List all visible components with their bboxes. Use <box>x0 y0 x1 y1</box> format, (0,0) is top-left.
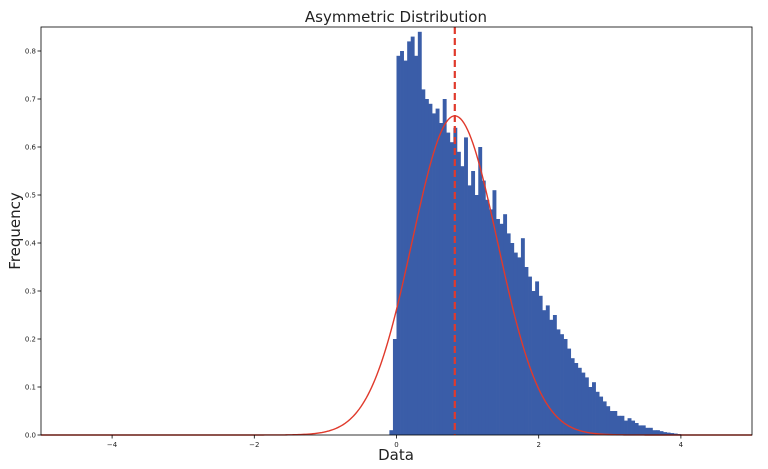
histogram-bar <box>638 425 643 435</box>
histogram-bar <box>552 315 557 435</box>
histogram-bar <box>392 339 397 435</box>
histogram-bar <box>616 415 621 435</box>
histogram-bar <box>641 425 646 435</box>
histogram-bar <box>524 267 529 435</box>
histogram-bar <box>446 132 451 435</box>
histogram-bar <box>666 432 671 435</box>
y-tick-label: 0.7 <box>25 96 36 104</box>
y-tick-label: 0.4 <box>25 240 37 248</box>
histogram-bar <box>428 103 433 436</box>
histogram-bar <box>513 252 518 435</box>
histogram-bar <box>592 382 596 435</box>
y-tick-label: 0.3 <box>25 288 36 296</box>
histogram-bar <box>531 291 536 435</box>
histogram-bar <box>403 60 408 435</box>
histogram-bar <box>581 372 586 435</box>
histogram-bar <box>563 339 568 435</box>
histogram-bar <box>609 411 614 435</box>
x-tick-label: 0 <box>394 441 398 449</box>
y-tick-label: 0.5 <box>25 192 36 200</box>
histogram-bar <box>417 31 422 436</box>
histogram-bar <box>673 433 678 435</box>
histogram-bar <box>663 432 668 435</box>
histogram-bar <box>549 319 554 435</box>
histogram-bar <box>599 396 604 435</box>
histogram-bar <box>488 209 493 435</box>
histogram-bar <box>538 295 543 435</box>
x-tick-label: 2 <box>536 441 540 449</box>
histogram-bar <box>570 358 575 435</box>
histogram-bar <box>503 214 508 435</box>
histogram-bar <box>496 219 500 435</box>
y-tick-label: 0.6 <box>25 144 37 152</box>
histogram-bar <box>510 243 515 435</box>
histogram-bar <box>602 401 607 435</box>
histogram-bar <box>606 406 611 435</box>
y-tick-label: 0.2 <box>25 336 36 344</box>
histogram-bar <box>620 415 625 435</box>
y-axis-label: Frequency <box>6 192 24 270</box>
histogram-bar <box>648 427 653 435</box>
histogram-bar <box>449 142 454 435</box>
histogram-bar <box>634 423 639 435</box>
histogram-bar <box>432 113 436 436</box>
histogram-bar <box>471 171 476 435</box>
histogram-bar <box>613 411 618 435</box>
histogram-bar <box>407 41 412 436</box>
histogram-bar <box>414 55 419 436</box>
histogram-bar <box>478 147 483 435</box>
histogram-bar <box>464 137 468 435</box>
histogram-bar <box>567 348 572 435</box>
x-axis-ticks: −4 −2 0 2 4 <box>107 435 684 449</box>
histogram-bar <box>659 431 664 435</box>
histogram-bar <box>584 377 589 435</box>
histogram-bar <box>542 310 547 435</box>
histogram-bar <box>517 257 522 435</box>
histogram-bar <box>656 430 660 435</box>
histogram-bar <box>588 387 593 435</box>
histogram-bar <box>442 99 447 435</box>
histogram-bar <box>535 281 540 435</box>
y-tick-label: 0.0 <box>25 432 36 440</box>
histogram-bar <box>460 166 465 435</box>
histogram-bar <box>421 89 426 436</box>
histogram-bar <box>467 185 472 435</box>
chart-title: Asymmetric Distribution <box>305 8 487 26</box>
histogram-bar <box>528 276 532 435</box>
histogram-bar <box>645 427 650 435</box>
histogram-bar <box>389 430 394 435</box>
x-tick-label: −4 <box>107 441 118 449</box>
histogram-bar <box>396 55 401 436</box>
histogram-bar <box>506 233 511 435</box>
histogram-bar <box>435 108 440 435</box>
histogram-bar <box>574 363 579 435</box>
histogram-bar <box>652 430 657 435</box>
histogram-bar <box>492 190 497 435</box>
histogram-bar <box>499 223 504 435</box>
histogram-bar <box>556 329 561 435</box>
histogram-bar <box>624 420 628 435</box>
histogram-bar <box>595 391 600 435</box>
histogram-bar <box>631 420 636 435</box>
y-tick-label: 0.1 <box>25 384 36 392</box>
histogram-bar <box>560 334 564 435</box>
x-tick-label: 4 <box>679 441 684 449</box>
histogram-bar <box>577 367 582 435</box>
histogram-bar <box>520 238 525 435</box>
histogram-bar <box>627 418 632 435</box>
y-tick-label: 0.8 <box>25 48 36 56</box>
histogram-bar <box>485 199 490 435</box>
x-axis-label: Data <box>378 446 414 464</box>
histogram-bar <box>439 123 444 435</box>
histogram-bar <box>456 151 461 436</box>
histogram-bar <box>424 99 429 435</box>
histogram-bar <box>481 180 486 435</box>
x-tick-label: −2 <box>249 441 259 449</box>
y-axis-ticks: 0.0 0.1 0.2 0.3 0.4 0.5 0.6 0.7 0.8 <box>25 48 41 440</box>
histogram-bar <box>545 305 550 435</box>
histogram-bar <box>474 195 479 435</box>
histogram-bar <box>670 433 675 435</box>
histogram-bar <box>400 51 404 435</box>
